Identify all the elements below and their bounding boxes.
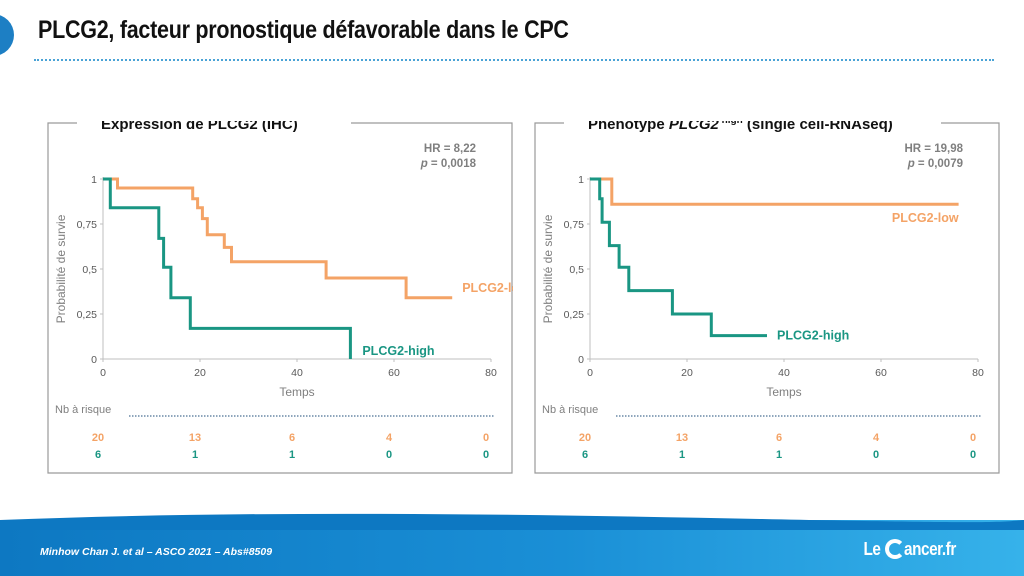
y-tick-label: 0,25	[564, 309, 585, 321]
risk-count-plcg2-low: 13	[676, 432, 688, 444]
chart-frame	[534, 122, 1000, 474]
risk-count-plcg2-high: 0	[873, 449, 879, 461]
x-tick-label: 40	[291, 367, 303, 379]
x-axis-label: Temps	[279, 385, 314, 399]
risk-count-plcg2-high: 0	[483, 449, 489, 461]
p-value: p = 0,0079	[907, 158, 963, 170]
x-tick-label: 60	[388, 367, 400, 379]
chart-frame	[47, 122, 513, 474]
chart-title-superscript: high	[719, 121, 743, 126]
p-value-text: = 0,0018	[428, 158, 477, 170]
risk-count-plcg2-high: 0	[970, 449, 976, 461]
y-tick-label: 1	[91, 174, 97, 186]
chart-title-suffix: (single cell-RNAseq)	[743, 121, 893, 133]
logo-c-icon	[885, 539, 906, 559]
x-tick-label: 0	[100, 367, 106, 379]
risk-count-plcg2-low: 0	[483, 432, 489, 444]
x-tick-label: 20	[194, 367, 206, 379]
x-axis-label: Temps	[766, 385, 801, 399]
title-accent-tab	[0, 14, 14, 56]
risk-count-plcg2-low: 20	[92, 432, 104, 444]
risk-table-header: Nb à risque	[55, 404, 111, 416]
p-value-text: = 0,0079	[915, 158, 963, 170]
logo-text-suffix: ancer.fr	[904, 538, 956, 559]
km-curve-plcg2-high	[590, 177, 767, 338]
risk-count-plcg2-high: 6	[582, 449, 588, 461]
series-label-plcg2-low: PLCG2-low	[462, 281, 513, 295]
risk-count-plcg2-low: 0	[970, 432, 976, 444]
chart-title-text: Phénotype	[588, 121, 669, 133]
series-label-plcg2-low: PLCG2-low	[892, 211, 959, 225]
p-label: p	[907, 158, 915, 170]
km-chart-ihc: Expression de PLCG2 (IHC) HR = 8,22 p = 0,…	[47, 121, 513, 474]
x-tick-label: 20	[681, 367, 693, 379]
hazard-ratio: HR = 19,98	[905, 143, 964, 155]
slide-title: PLCG2, facteur pronostique défavorable d…	[38, 16, 569, 44]
risk-count-plcg2-low: 6	[776, 432, 782, 444]
x-tick-label: 60	[875, 367, 887, 379]
risk-count-plcg2-high: 1	[679, 449, 685, 461]
risk-count-plcg2-high: 1	[289, 449, 295, 461]
y-tick-label: 0,5	[82, 264, 97, 276]
risk-count-plcg2-high: 6	[95, 449, 101, 461]
lecancer-logo[interactable]: Le ancer.fr	[862, 534, 965, 564]
risk-count-plcg2-low: 20	[579, 432, 591, 444]
chart-title: Expression de PLCG2 (IHC)	[101, 121, 298, 133]
logo-text-prefix: Le	[863, 538, 881, 559]
x-tick-label: 80	[972, 367, 984, 379]
series-label-plcg2-high: PLCG2-high	[362, 344, 434, 358]
risk-count-plcg2-low: 4	[873, 432, 880, 444]
km-chart-scrnaseq: Phénotype PLCG2 high (single cell-RNAseq…	[534, 121, 1000, 474]
risk-count-plcg2-high: 1	[192, 449, 198, 461]
y-axis-label: Probabilité de survie	[54, 214, 68, 323]
p-value: p = 0,0018	[420, 158, 477, 170]
hazard-ratio: HR = 8,22	[424, 143, 476, 155]
p-label: p	[420, 158, 428, 170]
y-tick-label: 0	[91, 354, 97, 366]
risk-count-plcg2-high: 0	[386, 449, 392, 461]
y-axis-label: Probabilité de survie	[541, 214, 555, 323]
y-tick-label: 1	[578, 174, 584, 186]
y-tick-label: 0,75	[77, 219, 98, 231]
footer-band: Minhow Chan J. et al – ASCO 2021 – Abs#8…	[0, 513, 1024, 576]
y-tick-label: 0	[578, 354, 584, 366]
y-tick-label: 0,25	[77, 309, 98, 321]
risk-count-plcg2-high: 1	[776, 449, 782, 461]
title-divider	[34, 59, 994, 61]
risk-count-plcg2-low: 4	[386, 432, 393, 444]
risk-count-plcg2-low: 6	[289, 432, 295, 444]
chart-title: Phénotype PLCG2 high (single cell-RNAseq…	[588, 121, 893, 133]
footer-wave	[0, 513, 1024, 530]
x-tick-label: 80	[485, 367, 497, 379]
citation: Minhow Chan J. et al – ASCO 2021 – Abs#8…	[40, 546, 273, 558]
series-label-plcg2-high: PLCG2-high	[777, 329, 849, 343]
y-tick-label: 0,5	[569, 264, 584, 276]
risk-count-plcg2-low: 13	[189, 432, 201, 444]
y-tick-label: 0,75	[564, 219, 585, 231]
x-tick-label: 0	[587, 367, 593, 379]
km-curve-plcg2-high	[103, 177, 352, 359]
x-tick-label: 40	[778, 367, 790, 379]
km-curve-plcg2-low	[103, 177, 453, 300]
km-curve-plcg2-low	[590, 177, 959, 206]
risk-table-header: Nb à risque	[542, 404, 598, 416]
chart-title-text: Expression de PLCG2 (IHC)	[101, 121, 298, 133]
chart-title-italic: PLCG2	[669, 121, 720, 133]
